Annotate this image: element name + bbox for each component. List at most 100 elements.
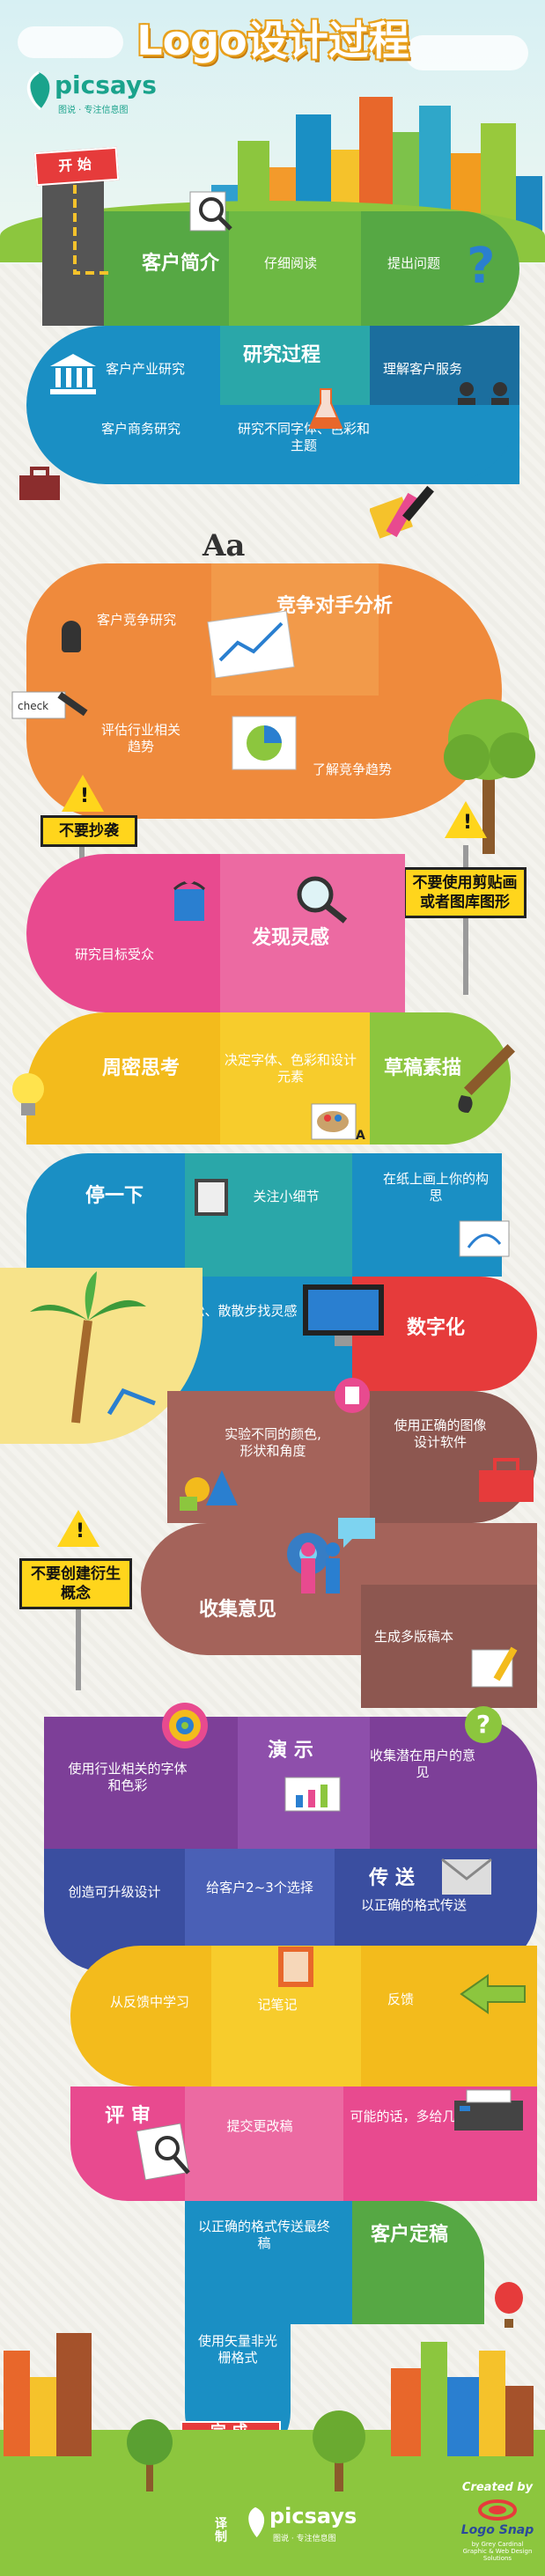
correct-software-label: 使用正确的图像设计软件 — [394, 1417, 487, 1450]
lightbulb-icon — [12, 1073, 44, 1115]
beach-chair-icon — [107, 1387, 156, 1416]
warning-icon: ! — [57, 1510, 99, 1547]
brush-icon — [458, 1044, 515, 1113]
present-label: 演 示 — [268, 1740, 313, 1762]
find-inspiration-label: 发现灵感 — [251, 927, 329, 949]
font-sample: Aa — [203, 528, 246, 563]
client-custom-label: 客户定稿 — [370, 2224, 448, 2246]
client-industry-label: 客户产业研究 — [106, 361, 186, 377]
chart-icon — [207, 610, 295, 678]
created-by-label: Created by — [461, 2481, 534, 2494]
feedback-label: 反馈 — [387, 1991, 414, 2007]
pie-chart-icon — [232, 716, 297, 770]
footer-brand-tagline: 图说 · 专注信息图 — [273, 2535, 336, 2543]
submit-revision-label: 提交更改稿 — [226, 2118, 293, 2134]
think-thoroughly-label: 周密思考 — [101, 1057, 180, 1079]
tree-icon — [444, 699, 535, 854]
deliver-format-label: 以正确的格式传送 — [360, 1897, 467, 1913]
question-mark-icon: ? — [465, 1706, 502, 1743]
vector-format-label: 使用矢量非光栅格式 — [197, 2333, 277, 2366]
brand-tagline: 图说 · 专注信息图 — [58, 106, 129, 115]
ask-questions-label: 提出问题 — [387, 255, 440, 271]
arrow-icon — [460, 1974, 526, 2014]
road-row-5-alt — [220, 1012, 396, 1144]
experiment-label: 实验不同的颜色,形状和角度 — [225, 1426, 321, 1459]
warning-icon: ! — [62, 775, 104, 812]
study-fonts-label: 研究不同字体、色彩和主题 — [238, 421, 371, 453]
more-drafts-label: 可能的话，多给几稿 — [350, 2109, 469, 2124]
road-row-2-alt — [220, 326, 370, 405]
research-process-label: 研究过程 — [242, 344, 320, 366]
partner-logo: Logo Snap by Grey Cardinal Graphic & Web… — [458, 2497, 537, 2567]
tree-icon — [313, 2410, 365, 2491]
page-title: Logo设计过程 — [136, 17, 409, 64]
person-icon — [62, 621, 81, 652]
client-competition-label: 客户竞争研究 — [97, 612, 177, 628]
bank-icon — [50, 354, 96, 394]
competitor-analysis-label: 竞争对手分析 — [276, 595, 393, 617]
svg-text:A: A — [356, 1129, 365, 1143]
leaf-logo-icon — [248, 2506, 265, 2538]
city-icon — [4, 2333, 92, 2456]
client-business-label: 客户商务研究 — [100, 421, 180, 437]
paint-bucket-icon — [173, 873, 206, 921]
decide-fonts-label: 决定字体、色彩和设计元素 — [225, 1052, 357, 1085]
notepad-icon — [471, 1646, 518, 1688]
road-row-13-alt — [185, 2087, 343, 2201]
pencil-icon — [278, 1947, 313, 1987]
made-by-label: 译制 — [215, 2517, 227, 2545]
brand-logo: picsays 图说 · 专注信息图 — [19, 69, 160, 121]
digitize-label: 数字化 — [406, 1317, 465, 1339]
footer-brand-name: picsays — [269, 2504, 357, 2528]
learn-feedback-label: 从反馈中学习 — [110, 1994, 190, 2010]
printer-icon — [454, 2089, 523, 2131]
monitor-icon — [303, 1284, 384, 1346]
road-row-9-alt — [361, 1585, 537, 1708]
client-intro-label: 客户简介 — [141, 253, 219, 275]
city-icon — [391, 2342, 534, 2456]
target-audience-label: 研究目标受众 — [74, 946, 154, 962]
road-row-14-alt — [185, 2201, 352, 2324]
understand-client-label: 理解客户服务 — [382, 361, 462, 377]
road-row-1-alt — [229, 211, 361, 326]
warning-icon: ! — [445, 801, 487, 838]
brand-name: picsays — [55, 70, 157, 99]
palette-icon: A — [311, 1103, 365, 1143]
no-copy-sign: 不要抄袭 — [41, 815, 137, 848]
collect-feedback-label: 收集意见 — [198, 1599, 276, 1621]
cloud — [18, 26, 123, 58]
question-mark-icon: ? — [467, 238, 496, 295]
partner-logo-icon — [478, 2499, 517, 2521]
envelope-icon — [441, 1858, 492, 1895]
shapes-icon — [180, 1470, 238, 1511]
phone-icon — [335, 1378, 370, 1413]
footer-brand-logo: picsays 图说 · 专注信息图 — [239, 2500, 372, 2553]
magnifier-icon — [136, 2123, 190, 2181]
presentation-icon — [284, 1777, 341, 1812]
notepad-icon — [195, 1179, 228, 1216]
industry-trends-label: 评估行业相关趋势 — [100, 722, 180, 754]
multiple-drafts-label: 生成多版稿本 — [373, 1629, 453, 1645]
sketch-label: 草稿素描 — [383, 1057, 461, 1079]
competition-trends-label: 了解竞争趋势 — [312, 762, 392, 777]
speech-bubble-icon — [338, 1518, 375, 1548]
design-sheet-icon — [459, 1220, 510, 1257]
partner-name: Logo Snap — [460, 2523, 534, 2537]
svg-text:check: check — [18, 700, 48, 712]
balloon-icon — [495, 2282, 523, 2328]
briefcase-icon — [19, 467, 60, 500]
magnifier-icon — [189, 191, 232, 232]
relax-label: 放松、散散步找灵感 — [178, 1303, 298, 1319]
people-icon — [301, 1542, 340, 1593]
collect-potential-label: 收集潜在用户的意见 — [370, 1748, 476, 1780]
deliver-label: 传 送 — [369, 1867, 415, 1889]
target-icon — [162, 1703, 208, 1748]
tree-icon — [127, 2419, 173, 2491]
paint-icon — [370, 485, 434, 539]
give-options-label: 给客户2~3个选择 — [206, 1880, 313, 1895]
flask-icon — [308, 388, 343, 429]
road-marking — [73, 185, 110, 275]
sign-post — [76, 1567, 81, 1690]
leaf-logo-icon — [26, 70, 50, 111]
upgradable-label: 创造可升级设计 — [68, 1884, 161, 1900]
